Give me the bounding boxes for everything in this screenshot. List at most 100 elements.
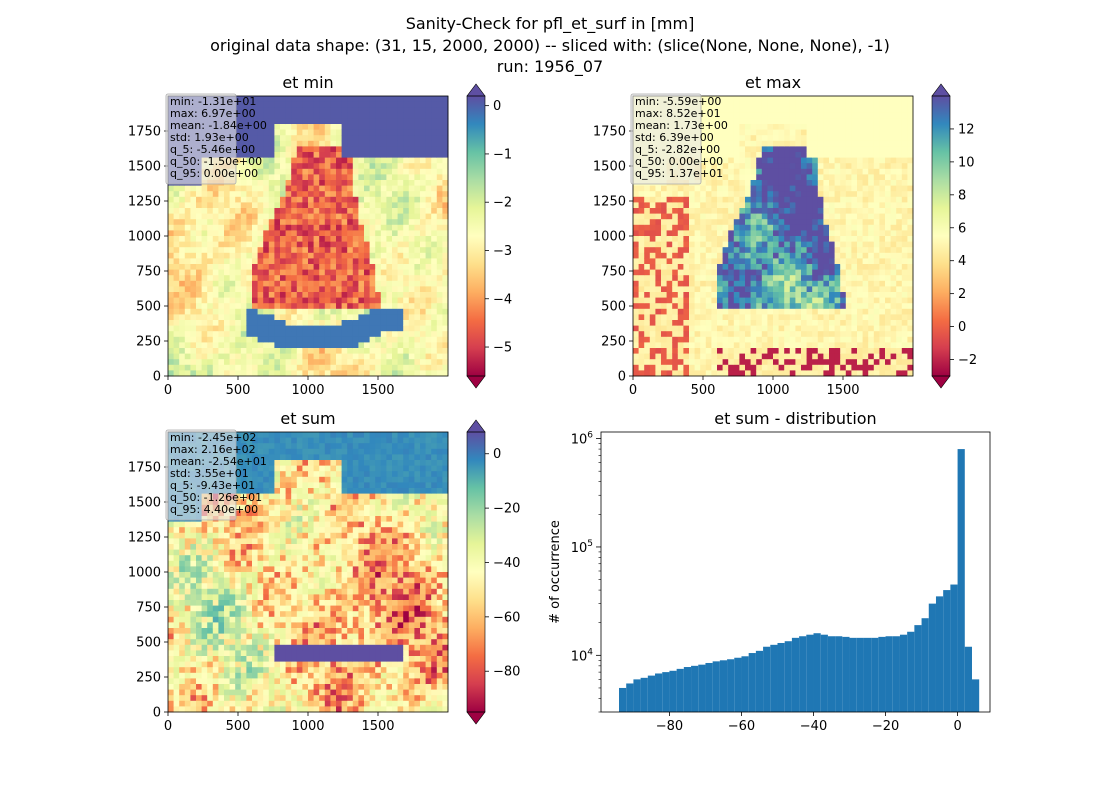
- heatmap-cell: [414, 370, 421, 377]
- heatmap-cell: [733, 163, 740, 170]
- heatmap-cell: [380, 370, 387, 377]
- heatmap-cell: [649, 264, 656, 270]
- heatmap-cell: [302, 157, 309, 164]
- heatmap-cell: [414, 353, 421, 360]
- heatmap-cell: [257, 180, 264, 186]
- heatmap-cell: [246, 146, 253, 153]
- heatmap-cell: [179, 208, 186, 214]
- heatmap-cell: [739, 320, 746, 326]
- heatmap-cell: [285, 191, 292, 198]
- heatmap-cell: [319, 107, 326, 114]
- heatmap-cell: [829, 325, 835, 332]
- heatmap-cell: [196, 224, 202, 231]
- heatmap-cell: [812, 353, 819, 360]
- heatmap-cell: [324, 258, 331, 265]
- heatmap-cell: [442, 191, 449, 198]
- heatmap-cell: [834, 292, 841, 298]
- heatmap-cell: [268, 286, 275, 293]
- heatmap-cell: [633, 185, 639, 192]
- heatmap-cell: [745, 303, 751, 310]
- heatmap-cell: [896, 180, 903, 186]
- heatmap-cell: [862, 303, 869, 310]
- heatmap-cell: [341, 157, 348, 164]
- heatmap-cell: [700, 236, 707, 242]
- heatmap-cell: [369, 224, 376, 231]
- heatmap-cell: [302, 325, 309, 332]
- heatmap-cell: [862, 353, 869, 360]
- heatmap-cell: [431, 303, 438, 310]
- heatmap-cell: [851, 191, 858, 198]
- heatmap-cell: [274, 174, 281, 181]
- heatmap-cell: [246, 336, 253, 343]
- heatmap-cell: [677, 264, 684, 270]
- heatmap-cell: [341, 236, 348, 242]
- heatmap-cell: [829, 275, 835, 282]
- heatmap-cell: [778, 308, 785, 315]
- heatmap-cell: [285, 252, 292, 259]
- heatmap-cell: [728, 353, 735, 360]
- heatmap-cell: [862, 286, 869, 293]
- heatmap-cell: [358, 264, 365, 270]
- heatmap-cell: [689, 292, 695, 298]
- heatmap-cell: [280, 196, 286, 203]
- heatmap-cell: [375, 331, 382, 338]
- heatmap-cell: [733, 174, 740, 181]
- heatmap-cell: [778, 269, 785, 276]
- heatmap-cell: [369, 353, 376, 360]
- heatmap-cell: [840, 303, 847, 310]
- heatmap-cell: [257, 118, 264, 125]
- heatmap-cell: [442, 213, 449, 220]
- heatmap-cell: [168, 258, 174, 265]
- heatmap-cell: [285, 135, 292, 142]
- heatmap-cell: [806, 213, 813, 220]
- heatmap-cell: [739, 370, 746, 377]
- heatmap-cell: [756, 219, 763, 226]
- heatmap-cell: [857, 286, 863, 293]
- heatmap-cell: [750, 224, 757, 231]
- heatmap-cell: [291, 258, 298, 265]
- heatmap-cell: [257, 264, 264, 270]
- heatmap-cell: [773, 353, 779, 360]
- heatmap-cell: [431, 348, 438, 354]
- heatmap-cell: [352, 236, 359, 242]
- heatmap-cell: [717, 168, 723, 175]
- heatmap-cell: [638, 247, 645, 254]
- heatmap-cell: [733, 336, 740, 343]
- heatmap-cell: [352, 359, 359, 366]
- heatmap-cell: [784, 292, 791, 298]
- heatmap-cell: [829, 252, 835, 259]
- heatmap-cell: [705, 146, 712, 153]
- heatmap-cell: [347, 336, 354, 343]
- heatmap-cell: [280, 219, 286, 226]
- heatmap-cell: [784, 124, 791, 130]
- heatmap-cell: [257, 196, 264, 203]
- heatmap-cell: [857, 348, 863, 354]
- heatmap-cell: [784, 107, 791, 114]
- heatmap-cell: [330, 196, 337, 203]
- heatmap-cell: [778, 331, 785, 338]
- heatmap-cell: [672, 264, 679, 270]
- heatmap-cell: [845, 275, 852, 282]
- heatmap-cell: [375, 196, 382, 203]
- heatmap-cell: [364, 135, 370, 142]
- heatmap-cell: [761, 157, 768, 164]
- heatmap-cell: [319, 157, 326, 164]
- heatmap-cell: [246, 308, 253, 315]
- heatmap-cell: [784, 196, 791, 203]
- heatmap-cell: [431, 252, 438, 259]
- heatmap-cell: [801, 314, 807, 321]
- heatmap-cell: [633, 236, 639, 242]
- heatmap-cell: [386, 297, 393, 304]
- heatmap-cell: [717, 353, 723, 360]
- heatmap-cell: [330, 320, 337, 326]
- heatmap-cell: [442, 286, 449, 293]
- heatmap-cell: [829, 269, 835, 276]
- heatmap-cell: [711, 247, 718, 254]
- heatmap-cell: [705, 303, 712, 310]
- heatmap-cell: [207, 359, 214, 366]
- heatmap-cell: [274, 107, 281, 114]
- heatmap-cell: [857, 314, 863, 321]
- heatmap-cell: [274, 359, 281, 366]
- heatmap-cell: [369, 348, 376, 354]
- heatmap-cell: [845, 252, 852, 259]
